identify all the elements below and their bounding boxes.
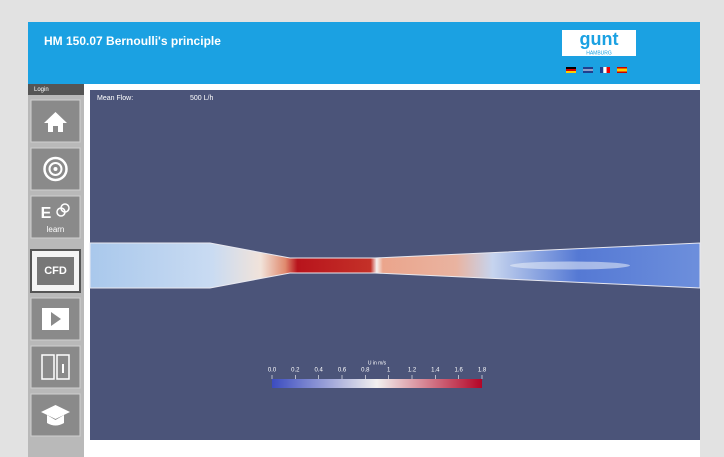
logo: gunt [580,29,619,49]
elearn-label: E [41,205,52,222]
nav-elearn[interactable]: E learn [30,195,81,239]
nav-training[interactable] [30,393,81,437]
colorbar-tick-label: 1.6 [454,368,463,374]
colorbar-tick-label: 1 [387,368,391,374]
colorbar-tick-label: 1.4 [431,368,440,374]
colorbar-tick-label: 0.8 [361,368,370,374]
flag-fr[interactable] [600,67,604,73]
nav-play[interactable] [30,297,81,341]
logo-sub: HAMBURG [586,50,612,56]
nav-home[interactable] [30,99,81,143]
app-title: HM 150.07 Bernoulli's principle [44,34,221,48]
login-bar[interactable] [28,84,84,95]
mean-flow-label: Mean Flow: [97,95,133,102]
nav-cfd[interactable]: CFD [30,249,81,293]
elearn-sub: learn [47,225,65,234]
nav-manual[interactable] [30,345,81,389]
flags [566,67,627,73]
colorbar-tick-label: 0.2 [291,368,300,374]
cfd-label: CFD [44,265,67,277]
logo-box [562,30,636,56]
colorbar-tick-label: 1.2 [408,368,417,374]
mean-flow-value: 500 L/h [190,95,213,102]
colorbar-tick-label: 0.4 [314,368,323,374]
flow-core [510,261,630,270]
colorbar-title: U in m/s [368,360,387,366]
colorbar-tick-label: 1.8 [478,368,487,374]
colorbar-tick-label: 0.0 [268,368,277,374]
nav-spiral[interactable] [30,147,81,191]
flag-de[interactable] [566,67,576,69]
login[interactable]: Login [34,87,49,93]
colorbar [272,379,482,388]
colorbar-tick-label: 0.6 [338,368,347,374]
flow-field [89,242,701,289]
